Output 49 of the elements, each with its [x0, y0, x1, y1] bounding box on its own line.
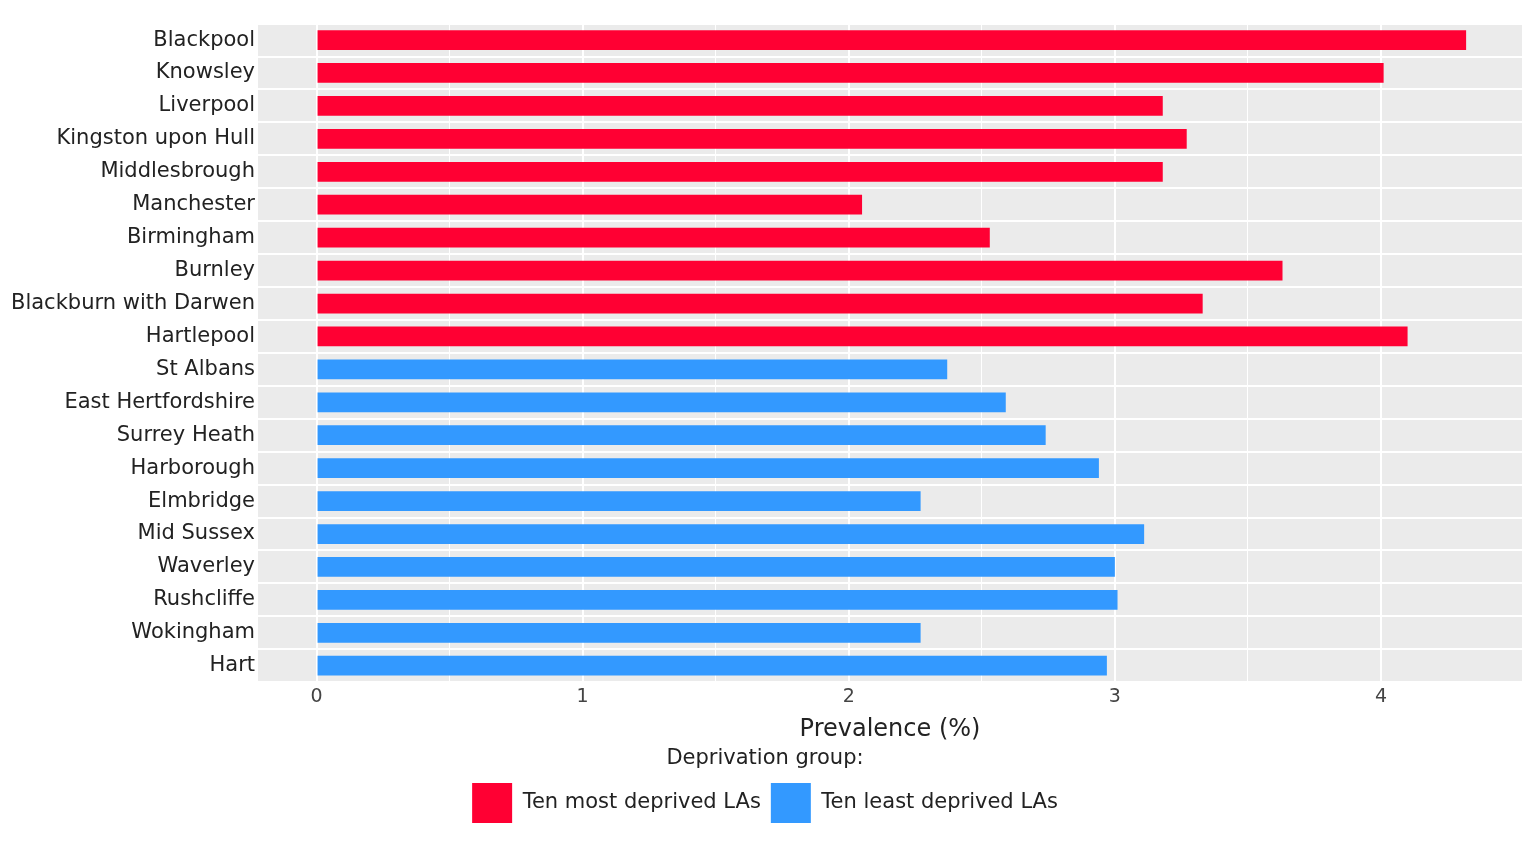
x-tick-label: 2	[842, 683, 855, 706]
bar	[317, 227, 990, 248]
bar	[317, 655, 1107, 676]
y-tick-label: Harborough	[130, 454, 256, 479]
bar	[317, 392, 1006, 413]
x-axis-title: Prevalence (%)	[799, 713, 981, 742]
x-tick-label: 1	[576, 683, 589, 706]
y-tick-label: Birmingham	[126, 224, 256, 249]
y-tick-label: Mid Sussex	[137, 520, 256, 545]
bar	[317, 326, 1408, 347]
bar	[317, 260, 1283, 281]
x-tick-label: 4	[1374, 683, 1388, 706]
y-tick-label: Waverley	[157, 553, 256, 578]
bar	[317, 622, 921, 643]
bar	[317, 30, 1467, 50]
legend-label: Ten most deprived LAs	[521, 789, 761, 814]
bar	[317, 425, 1046, 446]
bar	[317, 96, 1163, 116]
y-tick-label: Surrey Heath	[116, 421, 256, 446]
bar	[317, 359, 948, 380]
bar	[317, 590, 1118, 610]
y-tick-label: Knowsley	[155, 59, 256, 84]
y-tick-label: St Albans	[156, 355, 256, 380]
x-tick-label: 0	[310, 683, 323, 706]
bar	[317, 491, 921, 511]
y-tick-label: Elmbridge	[148, 487, 256, 512]
bar	[317, 293, 1203, 314]
y-tick-label: Blackpool	[153, 26, 256, 51]
y-tick-label: Middlesbrough	[100, 158, 256, 183]
y-tick-label: Wokingham	[131, 619, 256, 644]
y-tick-label: Manchester	[132, 191, 256, 216]
bar	[317, 63, 1384, 83]
bar	[317, 458, 1099, 479]
y-tick-label: Hartlepool	[145, 322, 256, 347]
y-tick-label: Hart	[209, 652, 256, 677]
legend-title: Deprivation group:	[666, 744, 864, 769]
y-tick-label: East Hertfordshire	[64, 388, 256, 413]
y-tick-label: Burnley	[174, 257, 256, 282]
bar	[317, 194, 863, 215]
legend-label: Ten least deprived LAs	[820, 789, 1058, 814]
y-tick-label: Blackburn with Darwen	[11, 289, 256, 314]
y-tick-label: Liverpool	[158, 92, 256, 117]
bar	[317, 128, 1187, 149]
y-tick-label: Rushcliffe	[153, 586, 256, 611]
y-tick-label: Kingston upon Hull	[56, 125, 256, 150]
x-tick-label: 3	[1108, 683, 1121, 706]
bar	[317, 524, 1145, 544]
bar	[317, 557, 1115, 577]
bar	[317, 161, 1163, 182]
